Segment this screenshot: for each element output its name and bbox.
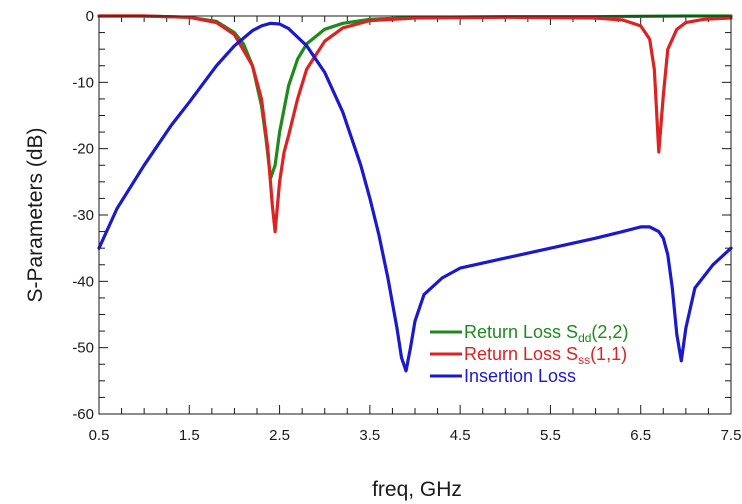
y-axis-label: S-Parameters (dB) xyxy=(24,127,47,302)
x-tick-label: 1.5 xyxy=(179,427,200,444)
x-tick-label: 5.5 xyxy=(540,427,561,444)
x-axis-label: freq, GHz xyxy=(372,478,462,501)
series-line-return-loss-sss-1-1- xyxy=(97,14,733,234)
legend-label: Insertion Loss xyxy=(464,366,576,386)
y-tick-label: -60 xyxy=(72,406,94,423)
y-tick-label: -10 xyxy=(72,74,94,91)
y-tick-label: -40 xyxy=(72,273,94,290)
x-tick-label: 4.5 xyxy=(450,427,471,444)
y-tick-label: -20 xyxy=(72,141,94,158)
legend: Return Loss Sdd(2,2)Return Loss Sss(1,1)… xyxy=(430,322,628,386)
x-tick-label: 7.5 xyxy=(721,427,742,444)
x-tick-label: 3.5 xyxy=(359,427,380,444)
tick-labels: 0.5 1.5 2.5 3.5 4.5 5.5 6.5 7.5 0 -10 -20 -30 -40 -50… xyxy=(72,8,741,444)
y-tick-label: -50 xyxy=(72,340,94,357)
axis-ticks xyxy=(98,15,732,415)
legend-label: Return Loss Sss(1,1) xyxy=(464,344,627,367)
series-group xyxy=(97,14,733,373)
x-tick-label: 2.5 xyxy=(269,427,290,444)
plot-frame xyxy=(98,15,732,415)
y-tick-label: -30 xyxy=(72,207,94,224)
y-tick-label: 0 xyxy=(86,8,94,25)
legend-label: Return Loss Sdd(2,2) xyxy=(464,322,628,345)
series-line-insertion-loss xyxy=(97,21,733,373)
x-tick-label: 6.5 xyxy=(630,427,651,444)
x-tick-label: 0.5 xyxy=(89,427,110,444)
